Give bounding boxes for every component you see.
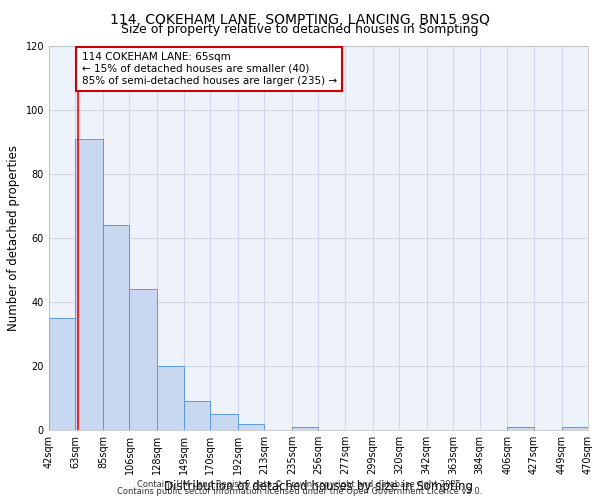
Bar [184,402,210,430]
Bar [508,427,534,430]
Text: Contains public sector information licensed under the Open Government Licence v3: Contains public sector information licen… [118,487,482,496]
Bar [210,414,238,430]
Text: Size of property relative to detached houses in Sompting: Size of property relative to detached ho… [121,22,479,36]
Bar [157,366,184,430]
Y-axis label: Number of detached properties: Number of detached properties [7,145,20,331]
Text: 114, COKEHAM LANE, SOMPTING, LANCING, BN15 9SQ: 114, COKEHAM LANE, SOMPTING, LANCING, BN… [110,12,490,26]
X-axis label: Distribution of detached houses by size in Sompting: Distribution of detached houses by size … [164,480,473,493]
Bar [562,427,588,430]
Bar [238,424,264,430]
Text: Contains HM Land Registry data © Crown copyright and database right 2025.: Contains HM Land Registry data © Crown c… [137,480,463,489]
Text: 114 COKEHAM LANE: 65sqm
← 15% of detached houses are smaller (40)
85% of semi-de: 114 COKEHAM LANE: 65sqm ← 15% of detache… [82,52,337,86]
Bar [292,427,319,430]
Bar [103,225,130,430]
Bar [49,318,76,430]
Bar [130,290,157,430]
Bar [76,139,103,430]
